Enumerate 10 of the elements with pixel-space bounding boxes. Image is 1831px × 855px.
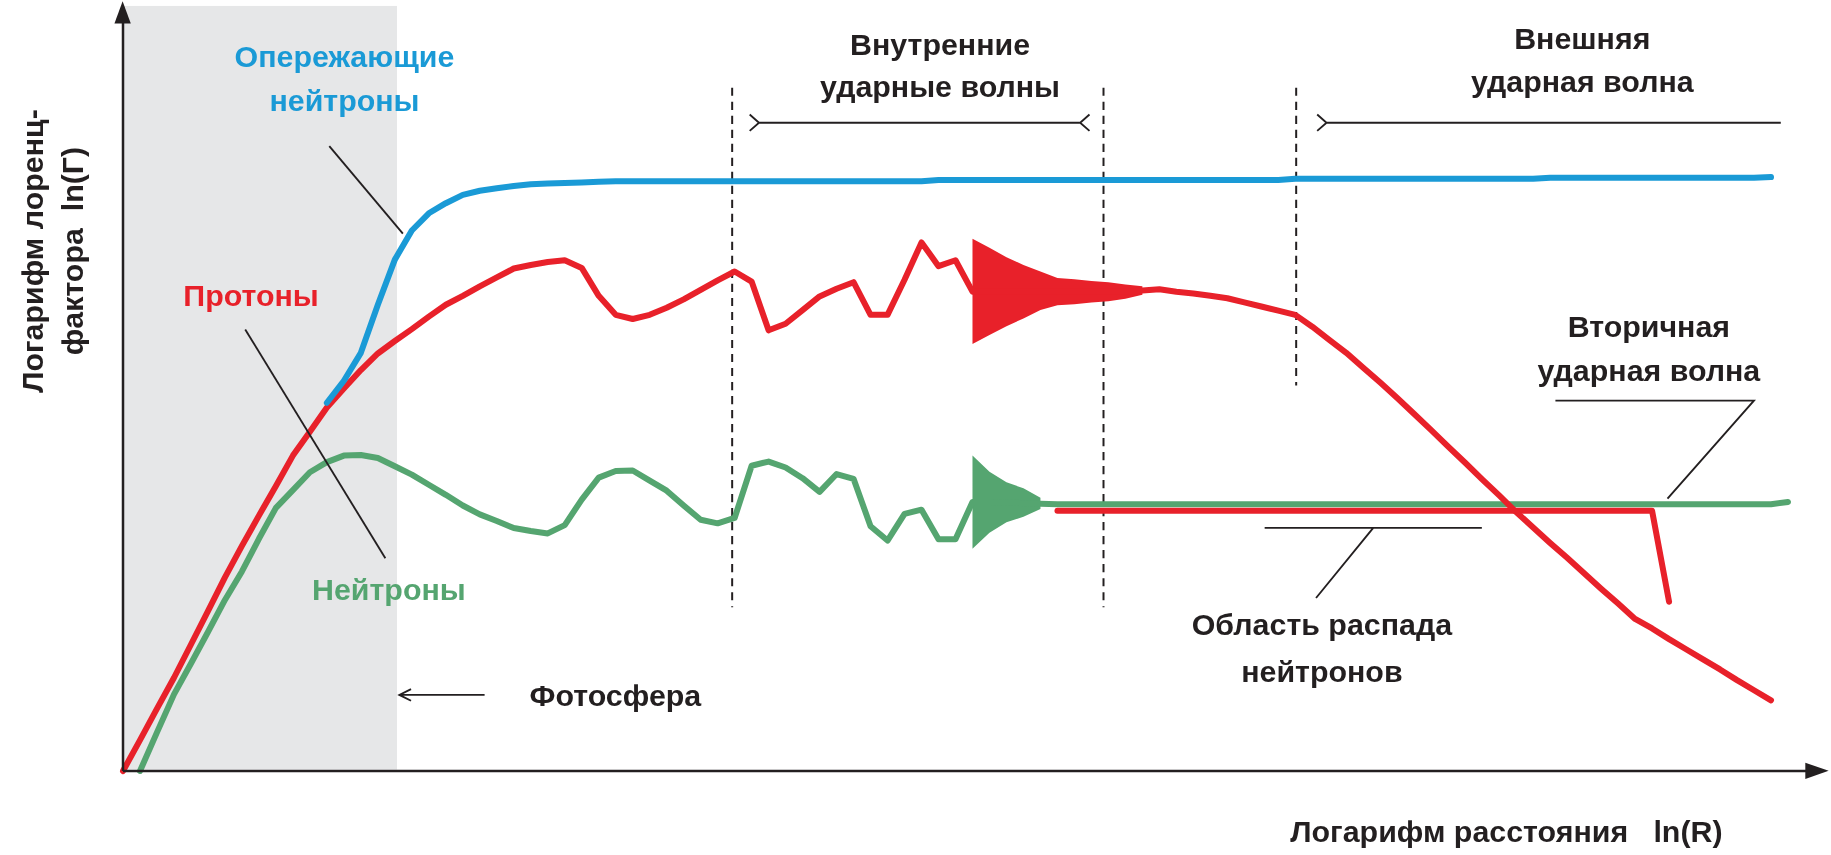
text: Протоны <box>183 279 319 313</box>
text: Нейтроны <box>312 573 466 607</box>
text: Внутренние ударные волны <box>820 28 1061 104</box>
text: Внешняя ударная волна <box>1470 22 1695 99</box>
y-axis-title: Логарифм лоренц- фактора ln(Г) <box>16 109 90 393</box>
annotation: Вторичная ударная волна <box>1537 309 1762 387</box>
x-axis-title: Логарифм расстояния ln(R) <box>1290 815 1723 849</box>
annotation: Область распада нейтронов <box>1191 608 1454 689</box>
text: Опережающие нейтроны <box>234 39 455 118</box>
annotation: Фотосфера <box>529 678 703 712</box>
